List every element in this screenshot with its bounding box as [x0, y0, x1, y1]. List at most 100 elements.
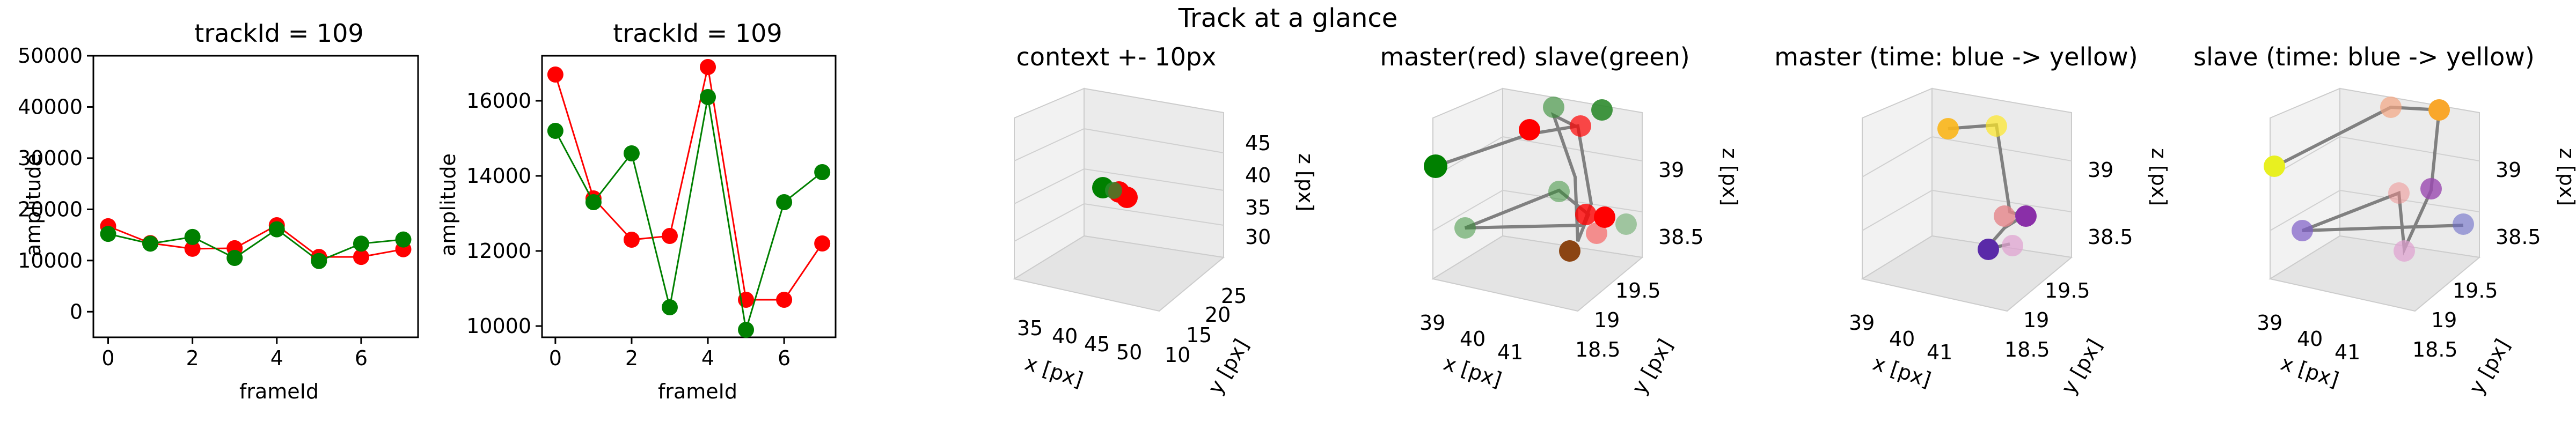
z-axis-ticks: 39 38.5: [1658, 158, 1704, 249]
data-point: [226, 250, 243, 267]
floor-pane: [2268, 235, 2481, 312]
z-tick-label: 40: [1245, 164, 1271, 187]
y-axis-label: y [px]: [2057, 335, 2107, 398]
z-tick-label: 38.5: [2496, 225, 2541, 249]
slave-point: [1454, 217, 1476, 239]
master-point: [1575, 204, 1597, 225]
time-point: [1994, 205, 2015, 227]
data-point: [776, 194, 793, 210]
y-tick-label: 19.5: [2453, 279, 2498, 302]
amplitude-chart-zoomed: trackId = 109 frameId amplitude 0 2 4 6 1000…: [436, 19, 837, 403]
time-point: [2394, 240, 2415, 262]
y-tick-label: 10000: [18, 249, 83, 272]
z-tick-label: 35: [1245, 196, 1271, 219]
z-axis-label: z [px]: [2147, 148, 2171, 206]
data-point: [311, 253, 327, 269]
slave-point: [1615, 213, 1637, 235]
plot-frame: [541, 55, 837, 338]
time-point: [2428, 99, 2450, 121]
y-tick-label: 18.5: [2004, 338, 2050, 361]
data-point: [142, 235, 159, 252]
y-tick-label: 19: [2431, 308, 2457, 332]
y-tick-label: 20: [1205, 303, 1231, 327]
z-tick-label: 38.5: [2088, 225, 2133, 249]
y-axis-label: y [px]: [1627, 335, 1678, 398]
data-point: [547, 123, 564, 139]
z-tick-label: 39: [2496, 158, 2521, 182]
x-axis-ticks: 39 40 41: [1419, 311, 1523, 364]
data-point: [776, 292, 793, 308]
x-tick-label: 40: [2297, 327, 2323, 351]
x-axis-ticks: 35 40 45 50: [1017, 316, 1142, 364]
x-tick-label: 4: [701, 346, 714, 370]
slave-time-3d-plot: slave (time: blue -> yellow) 39 38.5 z […: [2193, 42, 2576, 398]
data-point: [353, 249, 369, 265]
x-axis-ticks: 39 40 41: [2257, 311, 2360, 364]
master-point: [1570, 115, 1591, 137]
x-tick-label: 2: [625, 346, 638, 370]
context-3d-plot: context +- 10px 45 40 35 30 z [px] 35 40…: [1013, 42, 1318, 398]
master-point: [1586, 223, 1607, 244]
x-tick-label: 6: [778, 346, 791, 370]
x-tick-label: 41: [2334, 341, 2360, 364]
floor-pane: [1013, 235, 1225, 312]
grid-lines: [1862, 136, 2072, 231]
data-point: [661, 299, 678, 315]
x-tick-label: 35: [1017, 316, 1043, 340]
chart-title: trackId = 109: [194, 19, 363, 48]
master-time-3d-plot: master (time: blue -> yellow) 39 38.5 z …: [1774, 42, 2171, 398]
y-tick-label: 14000: [466, 164, 531, 188]
data-point: [623, 145, 640, 161]
x-axis-label: frameId: [658, 380, 737, 403]
time-point: [2420, 178, 2442, 199]
data-point: [184, 228, 201, 245]
chart-title: trackId = 109: [613, 19, 782, 48]
y-tick-label: 18.5: [1575, 338, 1621, 361]
master-point: [1594, 206, 1615, 228]
y-tick-label: 10: [1165, 343, 1190, 367]
y-axis-ticks: 18.5 19 19.5: [1575, 279, 1661, 361]
x-tick-label: 39: [1849, 311, 1875, 335]
points: [1424, 97, 1637, 262]
data-point: [661, 228, 678, 244]
series-line: [554, 66, 823, 301]
z-tick-label: 38.5: [1658, 225, 1704, 249]
y-tick-label: 12000: [466, 239, 531, 263]
data-point: [814, 235, 831, 252]
y-tick-label: 25: [1221, 284, 1247, 308]
x-tick-label: 2: [186, 346, 199, 370]
master-slave-3d-plot: master(red) slave(green) 39 38.5: [1380, 42, 1741, 398]
track-links: [1435, 112, 1593, 242]
x-tick-label: 40: [1052, 324, 1078, 348]
z-axis-label: z [px]: [2555, 148, 2576, 206]
chart-title: slave (time: blue -> yellow): [2193, 42, 2535, 71]
slave-point: [1591, 99, 1613, 121]
time-point: [2002, 235, 2023, 256]
overlap-point: [1559, 240, 1580, 262]
z-tick-label: 30: [1245, 225, 1271, 249]
data-point: [100, 226, 116, 242]
slave-point: [1543, 97, 1564, 118]
time-point: [2453, 213, 2474, 235]
y-tick-label: 19: [1594, 308, 1620, 332]
floor-pane: [1861, 235, 2073, 312]
y-tick-label: 15: [1186, 323, 1212, 347]
x-tick-label: 0: [101, 346, 114, 370]
x-tick-label: 4: [270, 346, 283, 370]
y-axis-label: y [px]: [2464, 335, 2515, 398]
y-tick-label: 20000: [18, 197, 83, 221]
y-axis-label: amplitude: [436, 153, 460, 256]
slave-point: [1548, 181, 1570, 202]
y-axis-label: amplitude: [21, 153, 45, 256]
y-axis-ticks: 18.5 19 19.5: [2004, 279, 2090, 361]
time-point: [2264, 156, 2285, 177]
x-tick-label: 40: [1460, 327, 1485, 351]
y-tick-label: 18.5: [2412, 338, 2458, 361]
slave-point: [1424, 154, 1447, 178]
z-axis-ticks: 45 40 35 30: [1245, 131, 1271, 249]
x-axis-label: x [px]: [1441, 351, 1505, 392]
y-tick-label: 19.5: [2045, 279, 2090, 302]
x-axis-label: frameId: [239, 380, 319, 403]
data-point: [585, 194, 602, 210]
